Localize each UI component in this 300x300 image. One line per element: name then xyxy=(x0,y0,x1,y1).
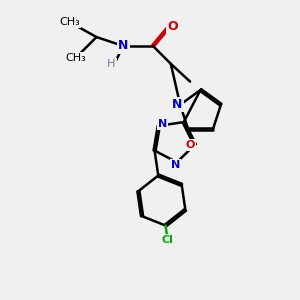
Text: CH₃: CH₃ xyxy=(59,17,80,27)
Text: O: O xyxy=(186,140,195,150)
Text: CH₃: CH₃ xyxy=(65,53,86,63)
Text: H: H xyxy=(107,59,116,69)
Text: N: N xyxy=(118,40,128,52)
Text: Cl: Cl xyxy=(162,235,174,245)
Text: N: N xyxy=(158,119,167,129)
Text: N: N xyxy=(172,98,182,111)
Text: O: O xyxy=(167,20,178,33)
Text: N: N xyxy=(171,160,180,170)
